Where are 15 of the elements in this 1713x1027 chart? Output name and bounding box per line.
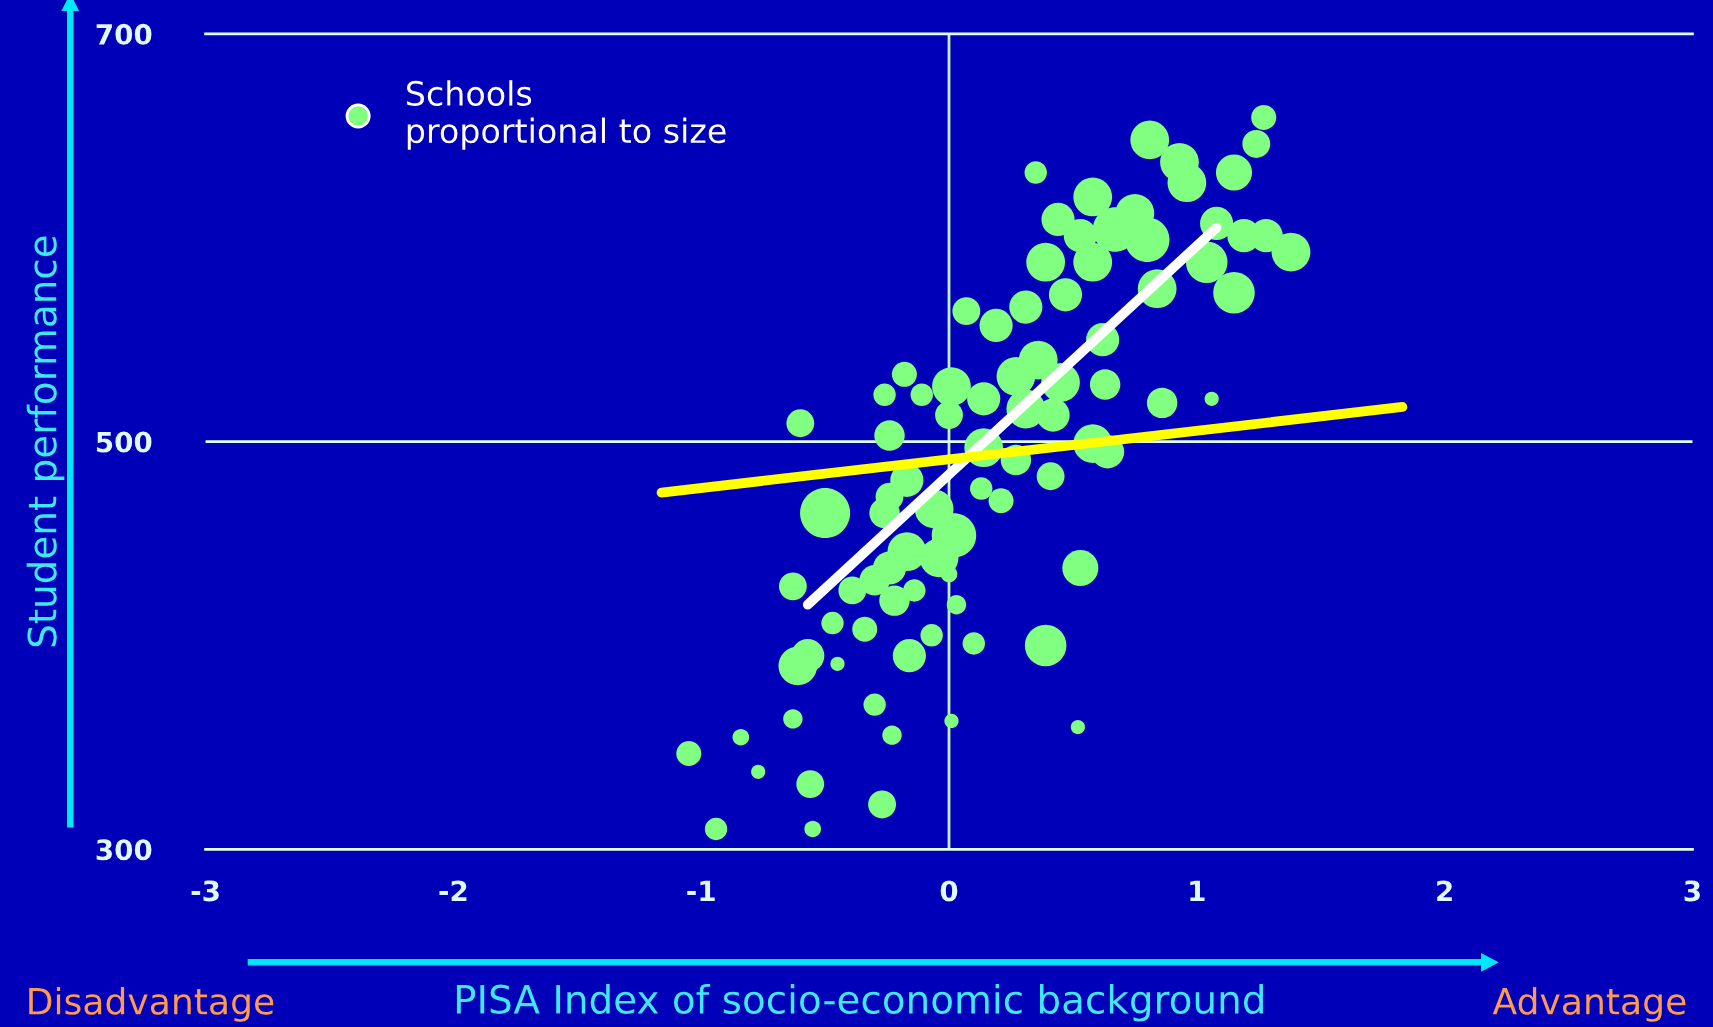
x-tick-label: 3 bbox=[1684, 880, 1700, 902]
y-tick-label: 700 bbox=[96, 23, 152, 45]
text: Disadvantage bbox=[29, 986, 274, 1022]
legend-label: Schools proportional to size bbox=[406, 80, 726, 150]
x-axis-title: PISA Index of socio-economic background bbox=[456, 983, 1263, 1022]
x-tick-label: -2 bbox=[439, 880, 467, 901]
x-tick-label: 1 bbox=[1190, 880, 1205, 901]
text: Advantage bbox=[1492, 986, 1686, 1022]
x-tick-label: 2 bbox=[1437, 880, 1452, 901]
y-tick-label: 500 bbox=[96, 431, 152, 453]
y-tick-label: 300 bbox=[96, 839, 152, 861]
y-axis-title: Student performance bbox=[26, 236, 65, 647]
x-tick-label: 0 bbox=[940, 880, 958, 902]
x-tick-label: -1 bbox=[687, 880, 715, 901]
x-tick-label: -3 bbox=[191, 880, 219, 902]
